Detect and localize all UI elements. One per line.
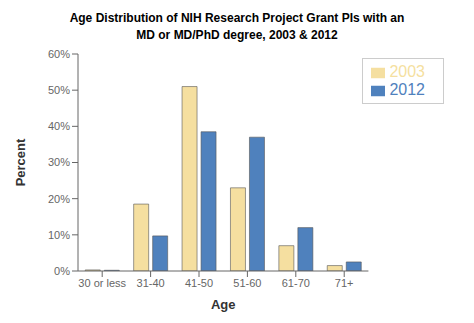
svg-text:20%: 20%	[48, 193, 70, 205]
svg-text:30 or less: 30 or less	[78, 277, 126, 289]
html-text:2012: 2012	[389, 81, 425, 98]
html-text:Age Distribution of NIH Resear: Age Distribution of NIH Research Project…	[69, 11, 405, 25]
svg-text:40%: 40%	[48, 120, 70, 132]
html-text:MD or MD/PhD degree, 2003 & 20: MD or MD/PhD degree, 2003 & 2012	[136, 28, 338, 42]
svg-text:50%: 50%	[48, 84, 70, 96]
svg-text:10%: 10%	[48, 229, 70, 241]
svg-text:71+: 71+	[335, 277, 354, 289]
svg-text:51-60: 51-60	[233, 277, 261, 289]
svg-text:61-70: 61-70	[282, 277, 310, 289]
svg-text:0%: 0%	[54, 265, 70, 277]
svg-text:41-50: 41-50	[185, 277, 213, 289]
svg-text:31-40: 31-40	[137, 277, 165, 289]
svg-text:60%: 60%	[48, 48, 70, 60]
html-text:2003: 2003	[389, 63, 425, 80]
svg-text:Age: Age	[211, 297, 236, 312]
svg-text:Percent: Percent	[13, 138, 28, 186]
svg-text:30%: 30%	[48, 156, 70, 168]
